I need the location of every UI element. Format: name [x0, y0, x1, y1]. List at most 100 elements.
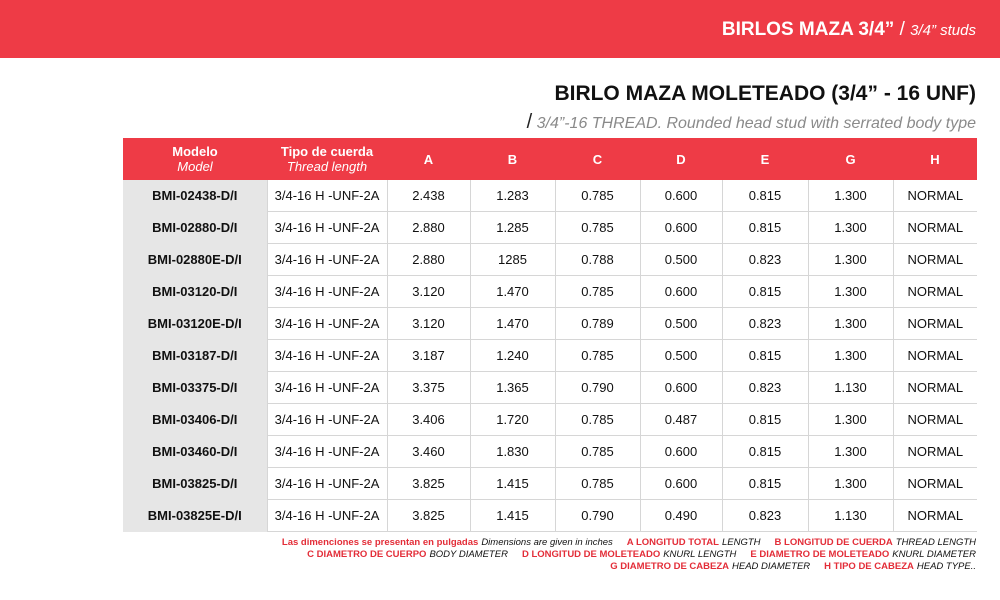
note-text: KNURL LENGTH	[663, 549, 737, 560]
column-header: Tipo de cuerda Thread length	[267, 138, 387, 180]
table-cell: 0.600	[639, 275, 722, 308]
column-label: Tipo de cuerda	[280, 144, 374, 159]
column-label: E	[760, 151, 770, 167]
column-label: A	[423, 151, 434, 167]
notes: Las dimenciones se presentan en pulgadas…	[282, 537, 976, 573]
table-cell: 3/4-16 H -UNF-2A	[266, 339, 387, 372]
table-cell: 3/4-16 H -UNF-2A	[266, 467, 387, 500]
table-row: BMI-03406-D/I 3/4-16 H -UNF-2A 3.406 1.720 0…	[123, 403, 977, 436]
table-cell: 0.815	[721, 339, 808, 372]
table-cell: 1.415	[469, 499, 555, 532]
model-cell: BMI-02438-D/I	[123, 180, 267, 212]
table-cell: 0.790	[554, 499, 640, 532]
table-row: BMI-03460-D/I 3/4-16 H -UNF-2A 3.460 1.830 0…	[123, 435, 977, 468]
table-cell: NORMAL	[892, 435, 977, 468]
table-cell: 1.130	[807, 499, 893, 532]
table-cell: 0.600	[639, 467, 722, 500]
table-cell: 0.788	[554, 243, 640, 276]
table-cell: 1.300	[807, 403, 893, 436]
product-title: BIRLO MAZA MOLETEADO (3/4” - 16 UNF)	[554, 82, 976, 105]
table-cell: 3.825	[386, 467, 470, 500]
table-cell: 0.600	[639, 435, 722, 468]
table-cell: 3/4-16 H -UNF-2A	[266, 211, 387, 244]
model-cell: BMI-03460-D/I	[123, 435, 267, 468]
top-bar: BIRLOS MAZA 3/4” / 3/4” studs	[0, 0, 1000, 58]
table-cell: 0.815	[721, 403, 808, 436]
table-cell: 0.600	[639, 180, 722, 212]
table-cell: 3.187	[386, 339, 470, 372]
note-text: LENGTH	[721, 537, 761, 548]
note-line: G DIAMETRO DE CABEZA HEAD DIAMETER H TIPO …	[282, 561, 976, 573]
top-bar-text: BIRLOS MAZA 3/4” / 3/4” studs	[722, 19, 976, 41]
table-cell: 1.720	[469, 403, 555, 436]
table-cell: 1.300	[807, 211, 893, 244]
table-cell: 1.300	[807, 467, 893, 500]
table-cell: 0.823	[721, 307, 808, 340]
table-cell: 1.365	[469, 371, 555, 404]
table-cell: 0.785	[554, 180, 640, 212]
table-cell: NORMAL	[892, 180, 977, 212]
table-cell: 1.300	[807, 339, 893, 372]
model-cell: BMI-03120E-D/I	[123, 307, 267, 340]
note-text: KNURL DIAMETER	[892, 549, 976, 560]
table-cell: 1.415	[469, 467, 555, 500]
model-cell: BMI-03825-D/I	[123, 467, 267, 500]
table-cell: NORMAL	[892, 371, 977, 404]
header-title: BIRLOS MAZA 3/4”	[721, 19, 895, 40]
table-cell: 0.823	[721, 499, 808, 532]
table-cell: 1.470	[469, 275, 555, 308]
table-row: BMI-03120-D/I 3/4-16 H -UNF-2A 3.120 1.470 0…	[123, 275, 977, 308]
table-cell: 1.300	[807, 243, 893, 276]
table-cell: 0.500	[639, 243, 722, 276]
table-cell: 1.240	[469, 339, 555, 372]
note-text: THREAD LENGTH	[895, 537, 976, 548]
note-label: D LONGITUD DE MOLETEADO	[521, 549, 661, 560]
product-subtitle-line: / 3/4”-16 THREAD. Rounded head stud with…	[527, 111, 976, 134]
column-header: C	[555, 138, 640, 180]
table-cell: 0.785	[554, 339, 640, 372]
column-label: B	[507, 151, 518, 167]
table-cell: NORMAL	[892, 467, 977, 500]
note-label: C DIAMETRO DE CUERPO	[307, 549, 427, 560]
note-label: Las dimenciones se presentan en pulgadas	[281, 537, 479, 548]
column-label: H	[930, 151, 940, 167]
column-header: H	[893, 138, 977, 180]
table-cell: 0.785	[554, 275, 640, 308]
table-cell: 0.815	[721, 275, 808, 308]
table-cell: NORMAL	[892, 403, 977, 436]
table-cell: 3.120	[386, 307, 470, 340]
table-cell: NORMAL	[892, 307, 977, 340]
column-sublabel: Model	[177, 159, 213, 174]
table-cell: 0.785	[554, 435, 640, 468]
header-row: Modelo Model Tipo de cuerda Thread length A B…	[123, 138, 977, 180]
table-cell: NORMAL	[892, 339, 977, 372]
model-cell: BMI-02880-D/I	[123, 211, 267, 244]
note-text: BODY DIAMETER	[429, 549, 508, 560]
model-cell: BMI-03187-D/I	[123, 339, 267, 372]
table-cell: 0.815	[721, 467, 808, 500]
table-row: BMI-02880-D/I 3/4-16 H -UNF-2A 2.880 1.285 0…	[123, 211, 977, 244]
product-separator: /	[526, 111, 533, 133]
column-label: D	[676, 151, 686, 167]
table-cell: 3/4-16 H -UNF-2A	[266, 435, 387, 468]
model-cell: BMI-03406-D/I	[123, 403, 267, 436]
table-row: BMI-03187-D/I 3/4-16 H -UNF-2A 3.187 1.240 0…	[123, 339, 977, 372]
table-cell: 0.815	[721, 211, 808, 244]
table-cell: 1.470	[469, 307, 555, 340]
table-cell: NORMAL	[892, 211, 977, 244]
table-cell: 3/4-16 H -UNF-2A	[266, 180, 387, 212]
table-cell: 0.500	[639, 307, 722, 340]
table-cell: 3.375	[386, 371, 470, 404]
table-cell: 0.790	[554, 371, 640, 404]
column-header: E	[722, 138, 808, 180]
table-cell: 0.490	[639, 499, 722, 532]
table-cell: 3.120	[386, 275, 470, 308]
table-cell: 0.823	[721, 371, 808, 404]
table-cell: 3/4-16 H -UNF-2A	[266, 403, 387, 436]
table-cell: 3/4-16 H -UNF-2A	[266, 371, 387, 404]
column-label: Modelo	[172, 144, 218, 159]
table-row: BMI-02438-D/I 3/4-16 H -UNF-2A 2.438 1.283 0…	[123, 180, 977, 212]
table-cell: 0.815	[721, 180, 808, 212]
table-cell: 0.815	[721, 435, 808, 468]
